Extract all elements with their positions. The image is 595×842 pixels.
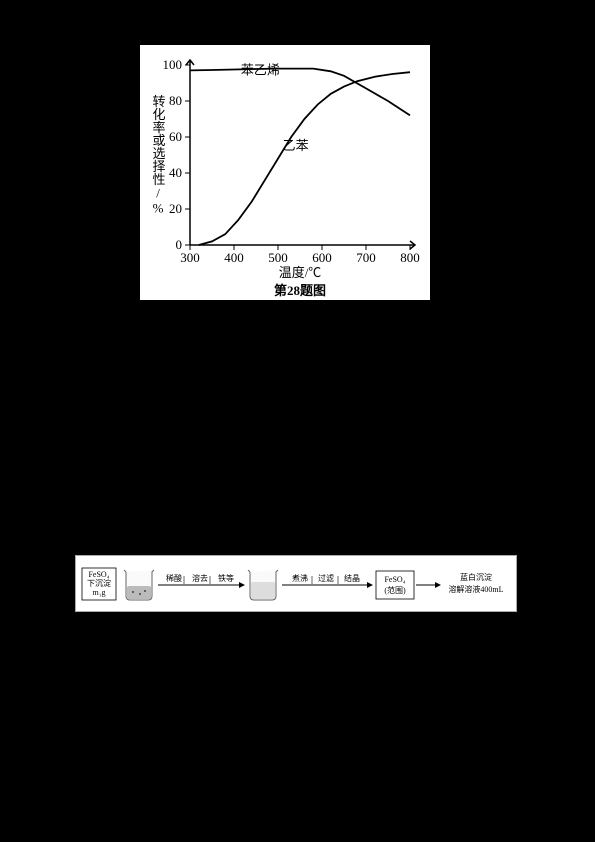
svg-text:40: 40 — [169, 165, 182, 180]
step2-l1: 煮沸 — [292, 573, 308, 583]
step2-l2: 过滤 — [318, 573, 334, 583]
svg-text:乙苯: 乙苯 — [283, 138, 309, 153]
beaker-2 — [248, 570, 278, 600]
chart-curves — [190, 69, 410, 245]
step1-l2: 溶去 — [192, 573, 208, 583]
chart-axes — [186, 60, 415, 249]
y-axis-label-group: 转化率或选择性/% — [151, 95, 166, 216]
svg-text:300: 300 — [180, 250, 200, 265]
leftbox-l2: 下沉淀 — [87, 578, 111, 588]
svg-text:800: 800 — [400, 250, 420, 265]
right-l1: 蓝白沉淀 — [460, 572, 492, 582]
svg-text:苯乙烯: 苯乙烯 — [241, 62, 280, 77]
right-l2: 溶解溶液400mL — [448, 584, 503, 594]
flow-diagram: FeSO₄ 下沉淀 m₁g 稀酸 溶去 铁等 煮沸 过滤 结晶 FeSO₄ (范… — [75, 555, 517, 612]
chart-figure: 300 400 500 600 700 800 0 20 40 60 80 100 温度/℃ 转化率… — [140, 45, 430, 300]
leftbox-l1: FeSO₄ — [88, 570, 109, 579]
svg-text:500: 500 — [268, 250, 288, 265]
leftbox-l3: m₁g — [92, 588, 105, 597]
y-axis-label: 转化率或选择性/% — [151, 95, 166, 216]
step1-l1: 稀酸 — [166, 573, 182, 583]
x-axis-label: 温度/℃ — [279, 265, 322, 280]
svg-text:400: 400 — [224, 250, 244, 265]
svg-text:0: 0 — [176, 237, 183, 252]
beaker-1 — [124, 570, 154, 600]
step1-l3: 铁等 — [218, 573, 234, 583]
svg-text:100: 100 — [163, 57, 183, 72]
midbox-l1: FeSO₄ — [384, 575, 405, 584]
x-ticks: 300 400 500 600 700 800 — [180, 245, 420, 265]
midbox-l2: (范围) — [384, 585, 406, 595]
svg-text:20: 20 — [169, 201, 182, 216]
svg-text:600: 600 — [312, 250, 332, 265]
series-labels: 苯乙烯乙苯 — [241, 62, 309, 153]
chart-caption: 第28题图 — [274, 283, 326, 298]
svg-text:80: 80 — [169, 93, 182, 108]
svg-text:700: 700 — [356, 250, 376, 265]
step2-l3: 结晶 — [344, 573, 360, 583]
svg-text:60: 60 — [169, 129, 182, 144]
y-ticks: 0 20 40 60 80 100 — [163, 57, 191, 252]
